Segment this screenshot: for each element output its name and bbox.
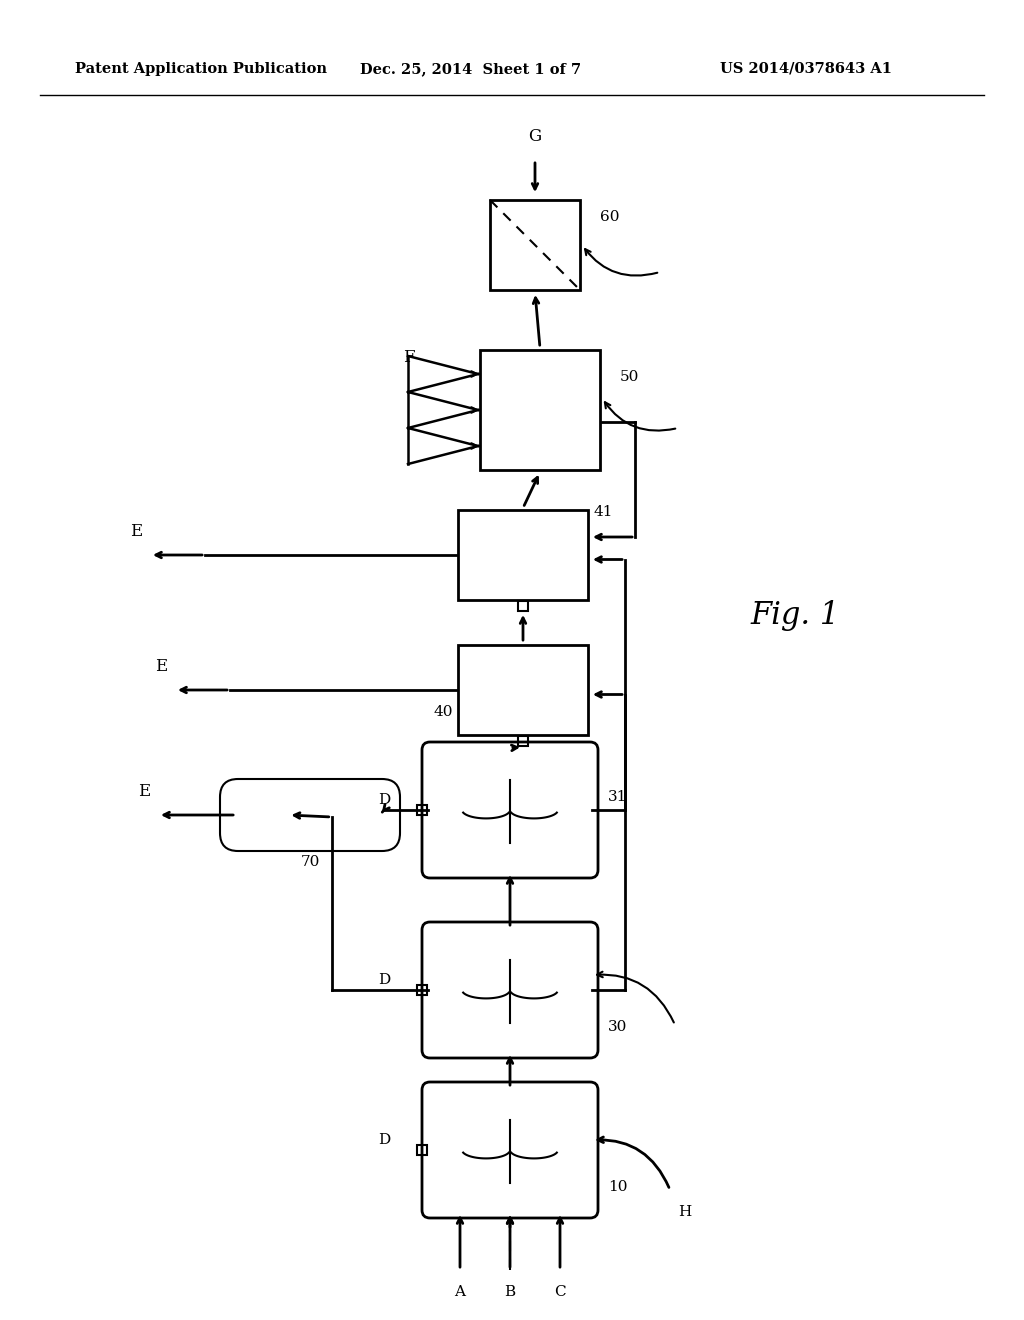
Text: C: C <box>554 1284 566 1299</box>
Text: Fig. 1: Fig. 1 <box>750 601 840 631</box>
Text: E: E <box>155 657 167 675</box>
Text: 31: 31 <box>608 789 628 804</box>
Text: D: D <box>378 973 390 987</box>
Bar <box>490 201 580 290</box>
Bar <box>518 601 528 611</box>
Text: D: D <box>378 1133 390 1147</box>
Bar <box>417 805 427 814</box>
Text: Patent Application Publication: Patent Application Publication <box>75 62 327 77</box>
Text: US 2014/0378643 A1: US 2014/0378643 A1 <box>720 62 892 77</box>
Text: F: F <box>403 348 415 366</box>
Text: 41: 41 <box>593 506 612 519</box>
Text: E: E <box>138 783 150 800</box>
Text: 50: 50 <box>620 370 639 384</box>
Bar <box>518 737 528 746</box>
Text: G: G <box>528 128 542 145</box>
Text: 10: 10 <box>608 1180 628 1195</box>
Text: 30: 30 <box>608 1020 628 1034</box>
Text: H: H <box>678 1205 691 1218</box>
Text: 40: 40 <box>433 705 453 719</box>
Text: A: A <box>455 1284 466 1299</box>
Bar <box>480 350 600 470</box>
Bar <box>458 510 588 601</box>
Text: 60: 60 <box>600 210 620 224</box>
Bar <box>458 645 588 735</box>
Text: Dec. 25, 2014  Sheet 1 of 7: Dec. 25, 2014 Sheet 1 of 7 <box>360 62 582 77</box>
Text: B: B <box>505 1284 515 1299</box>
Text: 70: 70 <box>300 855 319 869</box>
Text: E: E <box>130 523 142 540</box>
Bar <box>417 985 427 995</box>
Bar <box>417 1144 427 1155</box>
Text: D: D <box>378 793 390 807</box>
